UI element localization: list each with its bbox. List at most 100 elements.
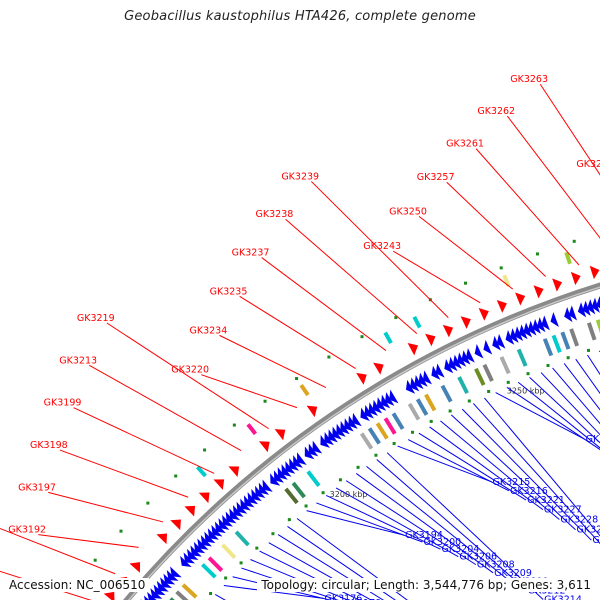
forward-gene-arrow [228,466,240,478]
scale-tick-dot [448,409,452,413]
forward-gene-arrow [103,591,115,600]
gene-feature-block [415,398,429,416]
reverse-leader-line [325,494,441,550]
reverse-gene-label: GK3240 [586,434,600,445]
forward-gene-arrow [258,441,270,453]
reverse-leader-line [366,466,511,582]
outer-tick-dot [535,252,539,256]
forward-gene-label: GK3238 [256,209,294,220]
gene-feature-block [181,583,198,599]
gene-feature-block [359,432,374,450]
forward-gene-arrow [407,343,419,356]
reverse-leader-line [407,439,510,492]
forward-gene-label: GK3198 [30,440,68,451]
forward-gene-arrow [156,533,168,545]
reverse-gene-arrow [587,299,596,315]
reverse-gene-arrow [523,322,533,338]
forward-leader-line [73,407,215,474]
reverse-leader-line [429,426,544,511]
reverse-leader-line [316,502,423,543]
reverse-gene-arrow [156,580,169,592]
forward-leader-line [59,449,189,498]
reverse-gene-arrow [568,305,578,321]
outer-tick-dot [203,448,207,452]
forward-gene-arrow [170,519,181,531]
reverse-gene-arrow [293,455,303,468]
forward-leader-line [89,364,242,452]
reverse-gene-label: GK3215 [493,477,531,488]
reverse-gene-arrow [147,591,157,600]
gene-feature-block [306,470,321,488]
gene-feature-block [516,348,528,367]
forward-gene-label: GK3192 [8,525,46,536]
outer-tick-dot [394,316,398,320]
reverse-gene-arrow [564,307,573,323]
forward-gene-label: GK3213 [59,355,97,366]
scale-tick-dot [321,491,325,495]
genome-summary: Topology: circular; Length: 3,544,776 bp… [257,578,591,592]
forward-gene-arrow [442,324,454,338]
forward-gene-label: GK3237 [232,248,270,259]
gene-feature-block [499,356,511,375]
gene-feature-block [595,319,600,334]
gene-feature-block [569,328,580,347]
outer-feature-block [502,274,511,288]
reverse-leader-line [563,363,600,411]
reverse-gene-arrow [536,317,546,333]
reverse-leader-line [397,445,492,483]
reverse-leader-line [517,381,600,449]
gene-feature-block [407,402,421,421]
reverse-gene-arrow [577,302,587,318]
reverse-leader-line [335,487,459,558]
gene-feature-block [482,363,494,382]
forward-gene-arrow [425,333,436,347]
reverse-gene-arrow [255,485,266,498]
outer-tick-dot [119,529,123,533]
forward-gene-label: GK3239 [281,171,319,182]
forward-gene-label: GK3275 [576,159,600,170]
forward-gene-arrow [373,362,384,375]
gene-feature-block [234,530,250,547]
scale-tick-dot [271,532,275,536]
gene-feature-block [586,322,597,341]
forward-leader-line [201,374,298,409]
reverse-leader-line [529,376,600,444]
scale-tick-dot [356,465,360,469]
forward-gene-arrow [356,372,367,385]
reverse-gene-arrow [541,315,550,331]
forward-gene-arrow [213,479,225,490]
reverse-leader-line [472,403,600,545]
reverse-leader-line [484,397,600,537]
scale-tick-dot [487,389,491,393]
forward-leader-line [393,250,481,304]
forward-leader-line [539,83,600,176]
forward-leader-line [106,322,269,430]
reverse-gene-arrow [186,548,199,561]
gene-feature-block [424,393,437,412]
reverse-leader-line [575,358,600,395]
gene-feature-block [474,367,486,386]
reverse-gene-arrow [180,555,192,567]
outer-tick-dot [146,501,150,505]
gene-feature-block [221,543,237,560]
scale-tick-dot [224,576,228,580]
forward-leader-line [418,215,514,290]
reverse-leader-line [552,367,600,425]
reverse-leader-line [418,432,527,501]
outer-feature-block [299,383,310,397]
reverse-gene-arrow [591,297,600,313]
forward-gene-label: GK3219 [77,313,115,324]
reverse-gene-arrow [510,328,519,343]
forward-leader-line [0,527,116,575]
forward-gene-label: GK3199 [44,398,82,409]
gene-feature-block [284,487,299,505]
gene-feature-block [560,331,571,350]
gene-feature-block [207,556,224,572]
reverse-gene-arrow [143,595,150,600]
gene-feature-block [457,376,469,395]
reverse-gene-arrow [527,320,537,336]
gene-feature-block [440,384,453,403]
reverse-leader-line [540,372,600,436]
reverse-leader-line [306,510,405,536]
reverse-gene-arrow [211,524,223,537]
